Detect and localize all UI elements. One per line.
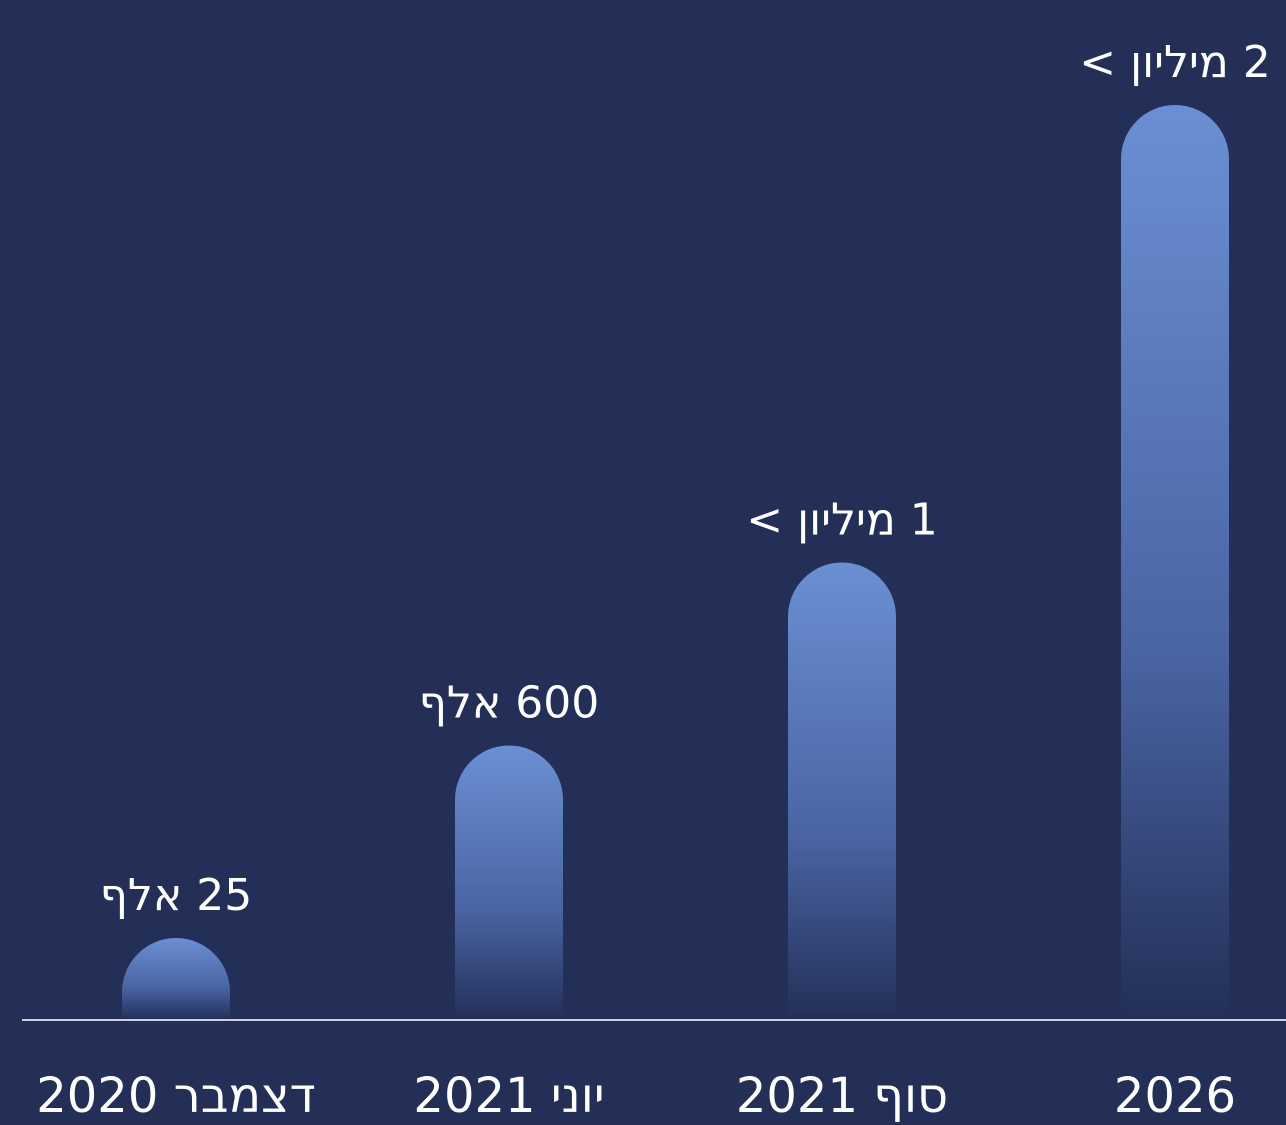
bar-1 [455, 745, 563, 1020]
bars-layer [122, 105, 1229, 1020]
bar-0 [122, 938, 230, 1020]
bar-2 [788, 562, 896, 1020]
category-label-2: סוף 2021 [736, 1068, 948, 1124]
category-label-3: 2026 [1114, 1068, 1236, 1124]
value-label-3: 2 מיליון > [1079, 37, 1270, 88]
category-label-1: יוני 2021 [413, 1068, 604, 1124]
value-label-2: 1 מיליון > [746, 495, 937, 546]
labels-layer: 25 אלף דצמבר 2020 600 אלף יוני 2021 1 מיליון… [36, 37, 1270, 1124]
category-label-0: דצמבר 2020 [36, 1068, 316, 1124]
value-label-1: 600 אלף [419, 678, 600, 729]
value-label-0: 25 אלף [100, 870, 253, 921]
bar-3 [1121, 105, 1229, 1020]
